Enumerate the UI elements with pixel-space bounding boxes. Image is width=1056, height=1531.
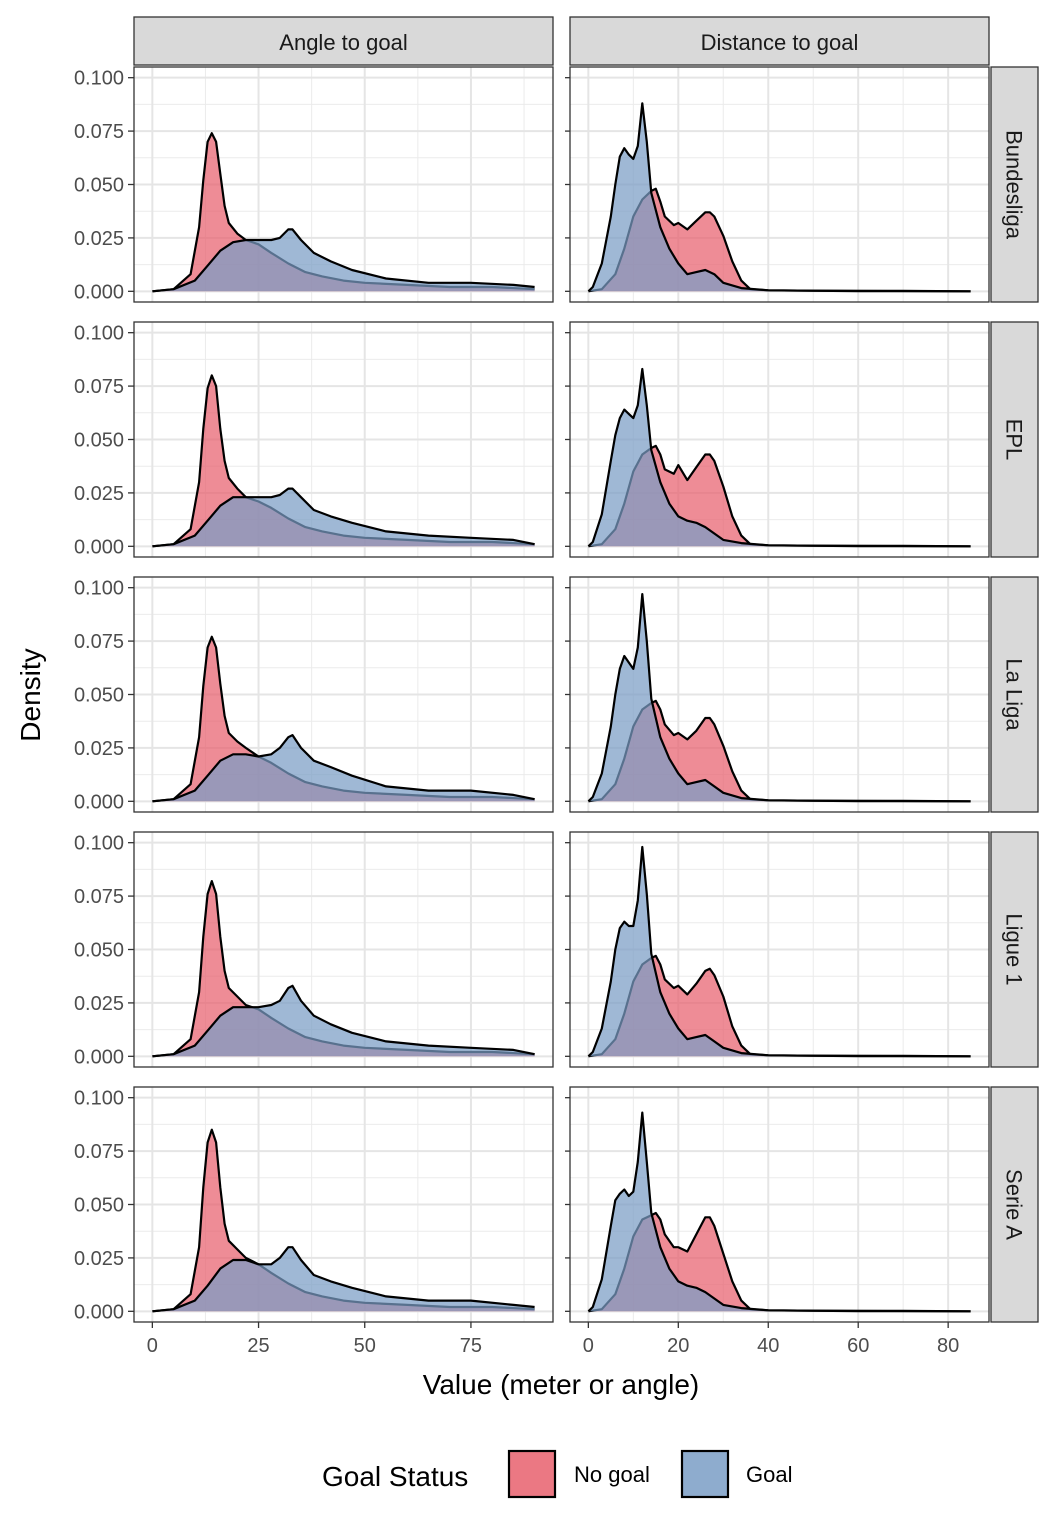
x-tick-label: 25 xyxy=(247,1335,269,1357)
panel-serie-a-distance-to-goal: 0 20 40 60 80 xyxy=(565,1086,990,1357)
panel-bundesliga-angle-to-goal: 0.000 0.025 0.050 0.075 0.100 xyxy=(74,66,554,303)
density-line-goal xyxy=(152,228,535,293)
column-strip-distance-to-goal xyxy=(569,16,990,66)
legend-key-no-goal xyxy=(507,1449,557,1499)
y-tick-label: 0.050 xyxy=(74,685,124,707)
density-line-goal xyxy=(587,593,971,803)
row-strip-label-ligue-1: Ligue 1 xyxy=(1002,913,1027,985)
density-area-goal xyxy=(588,847,971,1057)
y-tick-label: 0.075 xyxy=(74,121,124,143)
density-area-goal xyxy=(152,488,535,547)
y-tick-label: 0.025 xyxy=(74,483,124,505)
density-line-goal xyxy=(587,1111,971,1313)
row-strip-label-epl: EPL xyxy=(1002,419,1027,461)
density-line-goal xyxy=(587,102,971,293)
density-area-no-goal xyxy=(588,188,971,292)
y-tick-label: 0.075 xyxy=(74,631,124,653)
row-strip-bundesliga xyxy=(990,66,1039,303)
y-tick-label: 0.075 xyxy=(74,886,124,908)
panel-bundesliga-distance-to-goal xyxy=(565,66,990,303)
density-line-goal xyxy=(152,1246,535,1313)
density-area-goal xyxy=(588,369,971,547)
facet-grid: Angle to goal Distance to goal Bundesliga E… xyxy=(74,16,1039,1357)
y-tick-label: 0.100 xyxy=(74,578,124,600)
y-tick-label: 0.000 xyxy=(74,536,124,558)
x-tick-label: 0 xyxy=(147,1335,158,1357)
x-tick-label: 20 xyxy=(667,1335,689,1357)
y-tick-label: 0.000 xyxy=(74,1046,124,1068)
x-tick-label: 75 xyxy=(460,1335,482,1357)
row-strip-la-liga xyxy=(990,576,1039,813)
y-axis-title: Density xyxy=(15,648,46,741)
x-tick-label: 80 xyxy=(937,1335,959,1357)
row-strip-label-bundesliga: Bundesliga xyxy=(1002,130,1027,240)
density-area-goal xyxy=(588,594,971,802)
y-tick-label: 0.000 xyxy=(74,791,124,813)
row-strip-label-serie-a: Serie A xyxy=(1002,1169,1027,1240)
y-tick-label: 0.050 xyxy=(74,175,124,197)
y-tick-label: 0.100 xyxy=(74,68,124,90)
row-strip-ligue-1 xyxy=(990,831,1039,1068)
row-strip-epl xyxy=(990,321,1039,558)
legend-title: Goal Status xyxy=(322,1461,468,1492)
density-line-goal xyxy=(152,984,535,1058)
panel-la-liga-distance-to-goal xyxy=(565,576,990,813)
density-line-goal xyxy=(152,734,535,803)
y-tick-label: 0.100 xyxy=(74,323,124,345)
panel-ligue-1-distance-to-goal xyxy=(565,831,990,1068)
density-area-goal xyxy=(588,103,971,292)
y-tick-label: 0.100 xyxy=(74,833,124,855)
density-area-goal xyxy=(152,1247,535,1312)
density-line-goal xyxy=(152,487,535,548)
density-area-goal xyxy=(152,985,535,1057)
x-tick-label: 0 xyxy=(583,1335,594,1357)
y-tick-label: 0.025 xyxy=(74,228,124,250)
legend-label-goal: Goal xyxy=(746,1462,792,1487)
density-area-goal xyxy=(152,229,535,292)
x-tick-label: 40 xyxy=(757,1335,779,1357)
y-tick-label: 0.025 xyxy=(74,1248,124,1270)
y-tick-label: 0.000 xyxy=(74,1301,124,1323)
y-tick-label: 0.100 xyxy=(74,1088,124,1110)
x-tick-label: 60 xyxy=(847,1335,869,1357)
panel-epl-distance-to-goal xyxy=(565,321,990,558)
x-axis-title: Value (meter or angle) xyxy=(423,1369,700,1400)
y-tick-label: 0.000 xyxy=(74,281,124,303)
density-area-no-goal xyxy=(588,955,971,1057)
panel-ligue-1-angle-to-goal: 0.000 0.025 0.050 0.075 0.100 xyxy=(74,831,554,1068)
y-tick-label: 0.075 xyxy=(74,1141,124,1163)
column-strip-angle-to-goal xyxy=(133,16,554,66)
density-area-no-goal xyxy=(588,700,971,802)
y-tick-label: 0.050 xyxy=(74,1195,124,1217)
density-line-goal xyxy=(587,367,971,548)
row-strip-serie-a xyxy=(990,1086,1039,1323)
row-strip-label-la-liga: La Liga xyxy=(1002,658,1027,731)
y-tick-label: 0.050 xyxy=(74,940,124,962)
x-tick-label: 50 xyxy=(354,1335,376,1357)
panel-serie-a-angle-to-goal: 0.000 0.025 0.050 0.075 0.100 0 25 50 75 xyxy=(74,1086,554,1357)
y-tick-label: 0.075 xyxy=(74,376,124,398)
panel-la-liga-angle-to-goal: 0.000 0.025 0.050 0.075 0.100 xyxy=(74,576,554,813)
y-tick-label: 0.025 xyxy=(74,993,124,1015)
column-strip-label-distance-to-goal: Distance to goal xyxy=(701,30,859,55)
y-tick-label: 0.050 xyxy=(74,430,124,452)
panel-epl-angle-to-goal: 0.000 0.025 0.050 0.075 0.100 xyxy=(74,321,554,558)
density-area-goal xyxy=(152,735,535,802)
legend-label-no-goal: No goal xyxy=(574,1462,650,1487)
legend: Goal Status No goal Goal xyxy=(322,1449,792,1499)
density-area-goal xyxy=(588,1112,971,1312)
y-tick-label: 0.025 xyxy=(74,738,124,760)
legend-key-goal xyxy=(680,1449,730,1499)
column-strip-label-angle-to-goal: Angle to goal xyxy=(279,30,407,55)
density-line-goal xyxy=(587,845,971,1058)
